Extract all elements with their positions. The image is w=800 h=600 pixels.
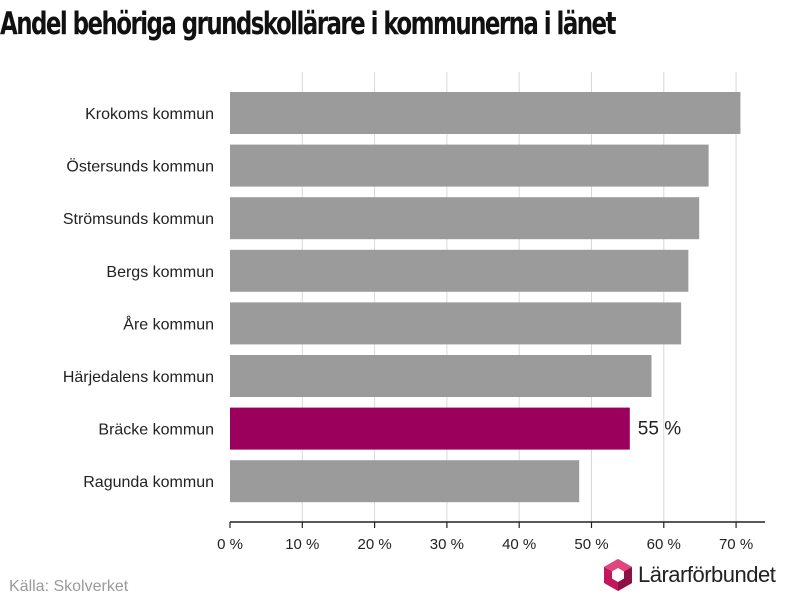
- category-label: Östersunds kommun: [66, 158, 214, 176]
- x-tick-label: 10 %: [285, 536, 319, 553]
- bar-layer: [230, 92, 741, 503]
- grid-layer: [301, 72, 737, 522]
- bar: [230, 92, 741, 134]
- source-note: Källa: Skolverket: [9, 578, 129, 595]
- category-label: Åre kommun: [123, 314, 214, 333]
- x-tick-label: 0 %: [217, 536, 243, 553]
- x-tick-label: 30 %: [430, 536, 464, 553]
- publisher-logo: Lärarförbundet: [602, 558, 776, 592]
- x-tick-label: 40 %: [502, 536, 536, 553]
- bar: [230, 249, 689, 292]
- axis-layer: 0 % 10 % 20 % 30 % 40 % 50 % 60 % 70 %: [217, 521, 765, 553]
- bar-highlighted: [230, 407, 630, 450]
- x-tick-label: 50 %: [574, 536, 608, 553]
- logo-text: Lärarförbundet: [638, 562, 776, 587]
- category-label: Bräcke kommun: [98, 422, 214, 439]
- x-tick-label: 70 %: [719, 536, 753, 553]
- category-label: Krokoms kommun: [85, 106, 214, 123]
- category-label: Bergs kommun: [106, 264, 214, 281]
- label-layer: Krokoms kommun Östersunds kommun Strömsund…: [63, 106, 681, 491]
- data-label: 55 %: [638, 419, 681, 440]
- x-tick-label: 20 %: [357, 536, 391, 553]
- bar: [230, 144, 709, 187]
- bar: [230, 460, 580, 503]
- category-label: Härjedalens kommun: [63, 369, 214, 386]
- bar: [230, 302, 682, 345]
- x-tick-label: 60 %: [647, 536, 681, 553]
- category-label: Ragunda kommun: [83, 474, 214, 491]
- category-label: Strömsunds kommun: [63, 211, 214, 228]
- lararforbundet-logo-icon: [604, 559, 632, 591]
- bar: [230, 197, 700, 240]
- chart-title: Andel behöriga grundskollärare i kommune…: [0, 6, 617, 42]
- bar: [230, 355, 652, 397]
